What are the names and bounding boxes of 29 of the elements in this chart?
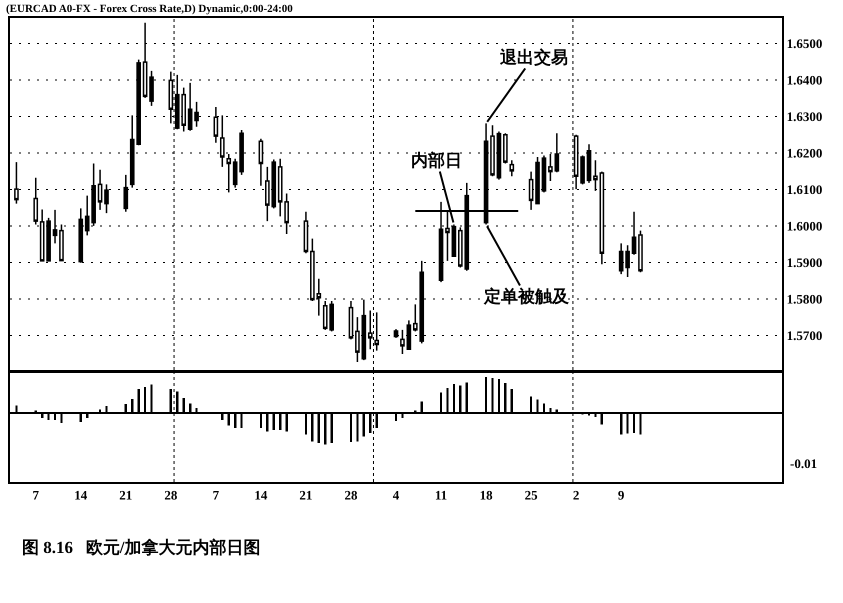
x-tick-label: 18 (480, 488, 494, 503)
x-tick-label: 9 (618, 488, 625, 503)
y-tick-label: 1.5800 (786, 291, 822, 306)
y-tick-label: 1.6000 (786, 218, 822, 234)
x-tick-label: 14 (254, 488, 268, 503)
x-tick-label: 21 (299, 488, 312, 503)
chart-title: (EURCAD A0-FX - Forex Cross Rate,D) Dynamic,0:00-24:00 (6, 2, 293, 16)
y-tick-label: 1.5700 (786, 328, 822, 343)
x-tick-label: 28 (164, 488, 178, 503)
y-tick-label: 1.6100 (786, 182, 822, 197)
x-tick-label: 14 (74, 488, 88, 503)
y-tick-label: 1.6400 (786, 72, 822, 88)
x-tick-label: 25 (524, 488, 538, 503)
y-tick-label: 1.6500 (786, 36, 822, 52)
x-tick-label: 21 (119, 488, 132, 503)
x-tick-label: 28 (344, 488, 358, 503)
x-tick-label: 7 (212, 488, 220, 503)
caption: 图 8.16 欧元/加拿大元内部日图 (22, 537, 260, 559)
y-tick-label: 1.6200 (786, 146, 822, 161)
y-tick-label: 1.6300 (786, 109, 822, 124)
annotation: 退出交易 (499, 48, 568, 67)
y-tick-label: 1.5900 (786, 254, 822, 270)
x-tick-label: 4 (392, 488, 400, 503)
x-tick-label: 2 (572, 488, 580, 503)
annotation: 定单被触及 (483, 287, 570, 306)
text: -0.01 (790, 456, 818, 471)
annotation: 内部日 (411, 151, 462, 170)
x-tick-label: 11 (434, 488, 448, 503)
x-tick-label: 7 (32, 488, 40, 503)
